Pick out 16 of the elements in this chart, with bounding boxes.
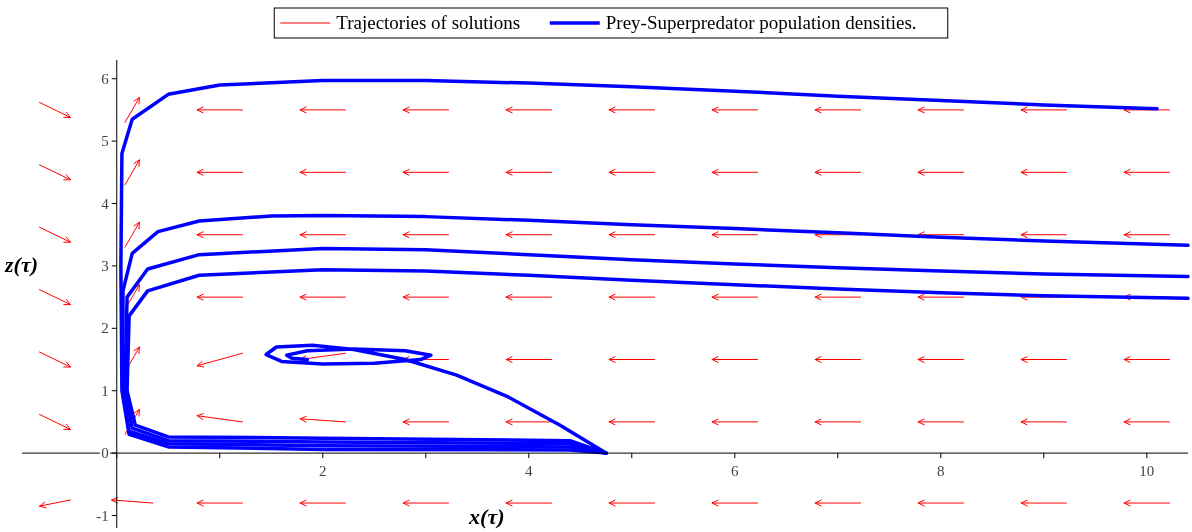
y-tick-label: -1: [96, 507, 109, 524]
y-tick-label: 5: [101, 133, 109, 150]
x-tick-label: 8: [937, 463, 945, 480]
legend-label: Prey-Superpredator population densities.: [605, 12, 917, 33]
x-axis-title: x(τ): [468, 504, 505, 529]
x-tick-label: 2: [319, 463, 327, 480]
y-axis-title: z(τ): [4, 251, 38, 277]
x-tick-label: 6: [731, 463, 740, 480]
x-tick-label: 4: [525, 463, 534, 480]
legend-label: Trajectories of solutions: [336, 12, 521, 33]
x-tick-label: 10: [1139, 463, 1155, 480]
y-tick-label: 3: [101, 257, 109, 274]
y-tick-label: 2: [101, 320, 109, 337]
y-tick-label: 1: [101, 382, 109, 399]
y-tick-label: 6: [101, 70, 110, 87]
y-tick-label: 4: [101, 195, 110, 212]
